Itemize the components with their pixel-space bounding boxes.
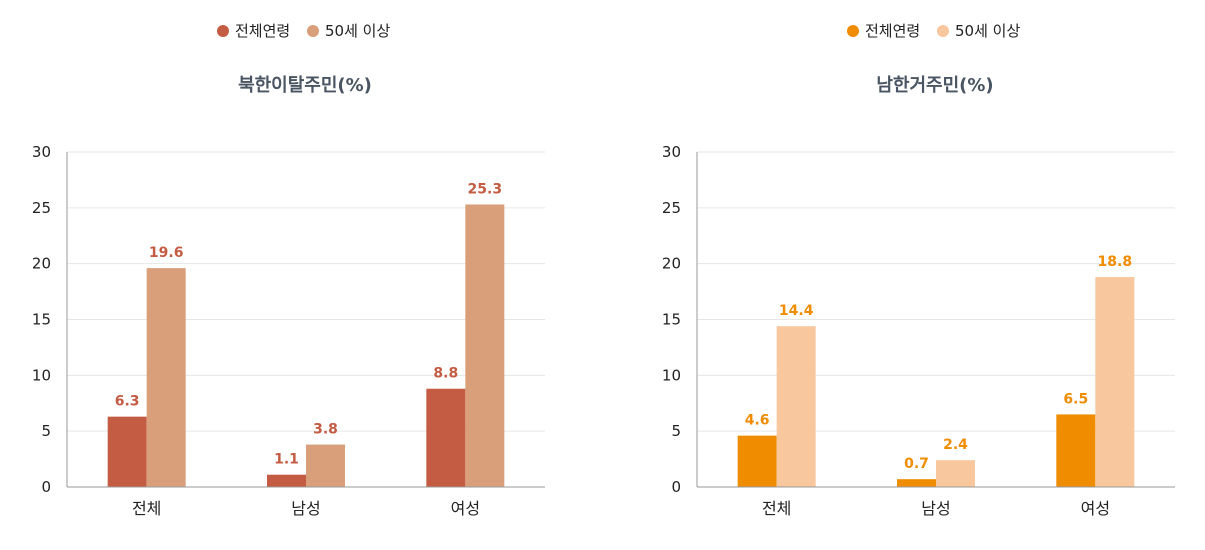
chart-title: 남한거주민(%): [876, 75, 993, 96]
bars: 6.3 19.6 1.1 3.8 8.8 25.3: [107, 181, 505, 487]
bars: 4.6 14.4 0.7 2.4 6.5 18.8: [737, 254, 1135, 487]
legend-item[interactable]: 전체연령: [847, 22, 920, 40]
y-tick-label: 15: [662, 311, 681, 329]
bar[interactable]: [776, 326, 816, 487]
data-label: 6.5: [1063, 391, 1088, 407]
legend-marker: [307, 25, 319, 37]
y-tick-label: 30: [32, 143, 51, 161]
data-label: 6.3: [115, 394, 140, 410]
x-tick-label: 여성: [451, 499, 480, 518]
data-label: 14.4: [779, 303, 814, 319]
bar[interactable]: [1095, 277, 1135, 487]
bar[interactable]: [146, 268, 186, 487]
data-label: 1.1: [274, 452, 299, 468]
data-label: 8.8: [433, 366, 458, 382]
y-tick-label: 20: [662, 255, 681, 273]
y-tick-label: 15: [32, 311, 51, 329]
legend-label: 50세 이상: [325, 22, 390, 40]
legend-label: 50세 이상: [955, 22, 1020, 40]
bar[interactable]: [465, 204, 505, 487]
legend-marker: [847, 25, 859, 37]
y-tick-label: 25: [662, 199, 681, 217]
y-tick-label: 0: [41, 478, 51, 496]
data-label: 4.6: [745, 413, 770, 429]
data-label: 18.8: [1098, 254, 1133, 270]
y-tick-label: 30: [662, 143, 681, 161]
x-tick-label: 남성: [291, 499, 320, 518]
bar[interactable]: [897, 479, 936, 487]
legend-item[interactable]: 50세 이상: [307, 22, 390, 40]
legend: 전체연령 50세 이상: [217, 22, 390, 40]
legend-marker: [937, 25, 949, 37]
legend-marker: [217, 25, 229, 37]
y-tick-label: 20: [32, 255, 51, 273]
bar[interactable]: [1056, 414, 1096, 487]
x-tick-label: 여성: [1081, 499, 1110, 518]
data-label: 3.8: [313, 422, 338, 438]
legend-label: 전체연령: [865, 22, 920, 40]
data-label: 2.4: [943, 437, 968, 453]
data-label: 0.7: [904, 456, 929, 472]
y-tick-label: 0: [671, 478, 681, 496]
legend-label: 전체연령: [235, 22, 290, 40]
x-tick-label: 남성: [921, 499, 950, 518]
bar[interactable]: [936, 460, 975, 487]
y-tick-label: 25: [32, 199, 51, 217]
bar[interactable]: [267, 474, 306, 487]
y-tick-label: 5: [671, 422, 681, 440]
chart-title: 북한이탈주민(%): [238, 75, 372, 96]
legend-item[interactable]: 전체연령: [217, 22, 290, 40]
bar[interactable]: [737, 435, 777, 487]
bar[interactable]: [107, 416, 147, 487]
legend-item[interactable]: 50세 이상: [937, 22, 1020, 40]
data-label: 19.6: [149, 245, 184, 261]
y-tick-label: 10: [32, 366, 51, 384]
bar[interactable]: [306, 444, 345, 487]
y-tick-label: 5: [41, 422, 51, 440]
legend: 전체연령 50세 이상: [847, 22, 1020, 40]
y-tick-label: 10: [662, 366, 681, 384]
x-tick-label: 전체: [762, 499, 791, 518]
x-tick-label: 전체: [132, 499, 161, 518]
bar[interactable]: [426, 388, 466, 487]
data-label: 25.3: [468, 181, 503, 197]
